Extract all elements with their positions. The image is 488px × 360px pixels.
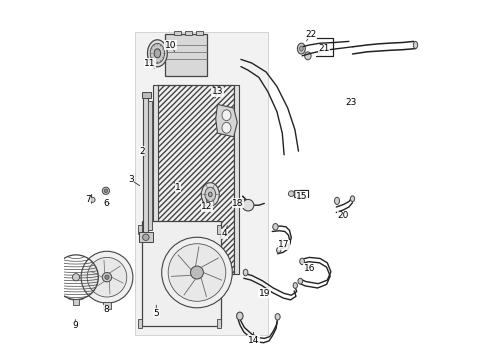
Circle shape: [102, 187, 109, 194]
Ellipse shape: [297, 43, 305, 54]
Bar: [196, 31, 203, 35]
Text: 18: 18: [232, 199, 244, 208]
Ellipse shape: [154, 49, 160, 58]
Bar: [141, 233, 151, 240]
Ellipse shape: [222, 122, 230, 133]
Text: 20: 20: [337, 211, 348, 220]
Circle shape: [102, 273, 111, 282]
Circle shape: [87, 257, 126, 297]
Text: 21: 21: [317, 44, 329, 53]
Circle shape: [168, 244, 225, 301]
Ellipse shape: [208, 192, 212, 197]
Circle shape: [142, 234, 149, 240]
Text: 11: 11: [144, 58, 156, 68]
Text: 3: 3: [128, 175, 134, 184]
Circle shape: [190, 266, 203, 279]
Ellipse shape: [201, 183, 219, 206]
Bar: [185, 31, 192, 35]
Text: 7: 7: [85, 195, 91, 204]
Circle shape: [104, 189, 107, 193]
Bar: [157, 85, 234, 274]
Ellipse shape: [349, 196, 354, 202]
Text: 6: 6: [103, 199, 108, 208]
Circle shape: [104, 275, 109, 279]
Ellipse shape: [272, 224, 278, 230]
Polygon shape: [134, 32, 267, 335]
Bar: [165, 34, 206, 76]
Bar: [138, 319, 142, 328]
Text: 10: 10: [164, 40, 176, 49]
Text: 15: 15: [296, 192, 307, 201]
Bar: [141, 92, 151, 98]
Ellipse shape: [412, 41, 417, 49]
Ellipse shape: [292, 283, 297, 288]
Text: 9: 9: [72, 321, 78, 330]
Bar: [73, 299, 79, 305]
Bar: [138, 225, 142, 234]
Ellipse shape: [150, 43, 164, 63]
Text: 13: 13: [211, 87, 223, 96]
Ellipse shape: [222, 110, 230, 121]
Ellipse shape: [299, 46, 303, 51]
Text: 12: 12: [201, 202, 212, 211]
Text: 16: 16: [303, 264, 314, 273]
Bar: [139, 232, 152, 242]
Text: 22: 22: [305, 30, 316, 39]
Bar: [142, 95, 148, 234]
Ellipse shape: [276, 248, 280, 253]
Circle shape: [90, 197, 95, 202]
Ellipse shape: [147, 40, 167, 67]
Bar: [148, 101, 152, 230]
Ellipse shape: [204, 187, 215, 202]
Ellipse shape: [304, 52, 310, 60]
Bar: [142, 221, 221, 326]
Text: 17: 17: [278, 240, 289, 249]
Circle shape: [81, 251, 133, 303]
Bar: [293, 190, 301, 197]
Bar: [103, 302, 110, 309]
Text: 1: 1: [175, 183, 181, 192]
Text: 23: 23: [345, 98, 356, 107]
Text: 4: 4: [222, 230, 227, 238]
Bar: [174, 31, 181, 35]
Ellipse shape: [299, 258, 304, 265]
Circle shape: [288, 191, 294, 197]
Circle shape: [242, 199, 253, 211]
Polygon shape: [215, 104, 237, 137]
Circle shape: [162, 237, 232, 308]
Text: 5: 5: [153, 309, 159, 318]
Ellipse shape: [297, 278, 302, 284]
Text: 14: 14: [247, 336, 259, 345]
Bar: [217, 225, 221, 234]
Text: 8: 8: [103, 305, 108, 314]
Ellipse shape: [236, 312, 243, 320]
Ellipse shape: [243, 269, 247, 276]
Text: 19: 19: [258, 289, 269, 298]
Ellipse shape: [334, 197, 339, 204]
Bar: [217, 319, 221, 328]
Text: 2: 2: [139, 147, 144, 156]
Circle shape: [72, 274, 80, 281]
Bar: [234, 85, 238, 274]
Ellipse shape: [275, 314, 280, 320]
Bar: [153, 85, 158, 274]
